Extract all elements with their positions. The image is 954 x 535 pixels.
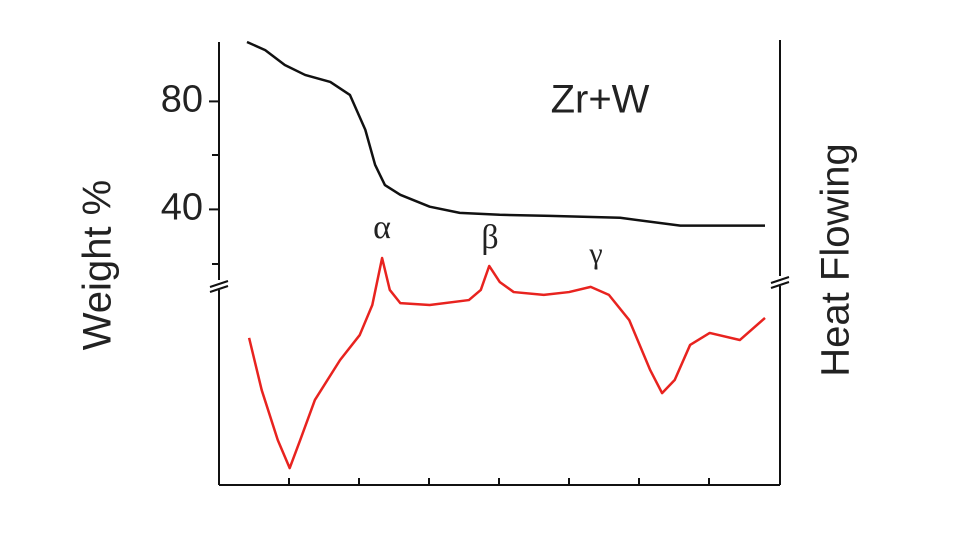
break-gap <box>210 280 230 290</box>
series-line <box>246 40 765 227</box>
y2-axis-label: Heat Flowing <box>814 143 858 376</box>
annotation: γ <box>588 237 602 270</box>
break-gap <box>771 276 791 286</box>
annotation: α <box>373 209 391 246</box>
y-axis-label: Weight % <box>76 180 120 350</box>
y-tick-label: 80 <box>161 78 203 120</box>
series-line <box>247 256 766 470</box>
annotation: Zr+W <box>551 78 650 122</box>
axis-break <box>770 276 790 289</box>
axis-break <box>209 280 229 293</box>
annotation: β <box>481 219 498 256</box>
y-tick-label: 40 <box>161 186 203 228</box>
